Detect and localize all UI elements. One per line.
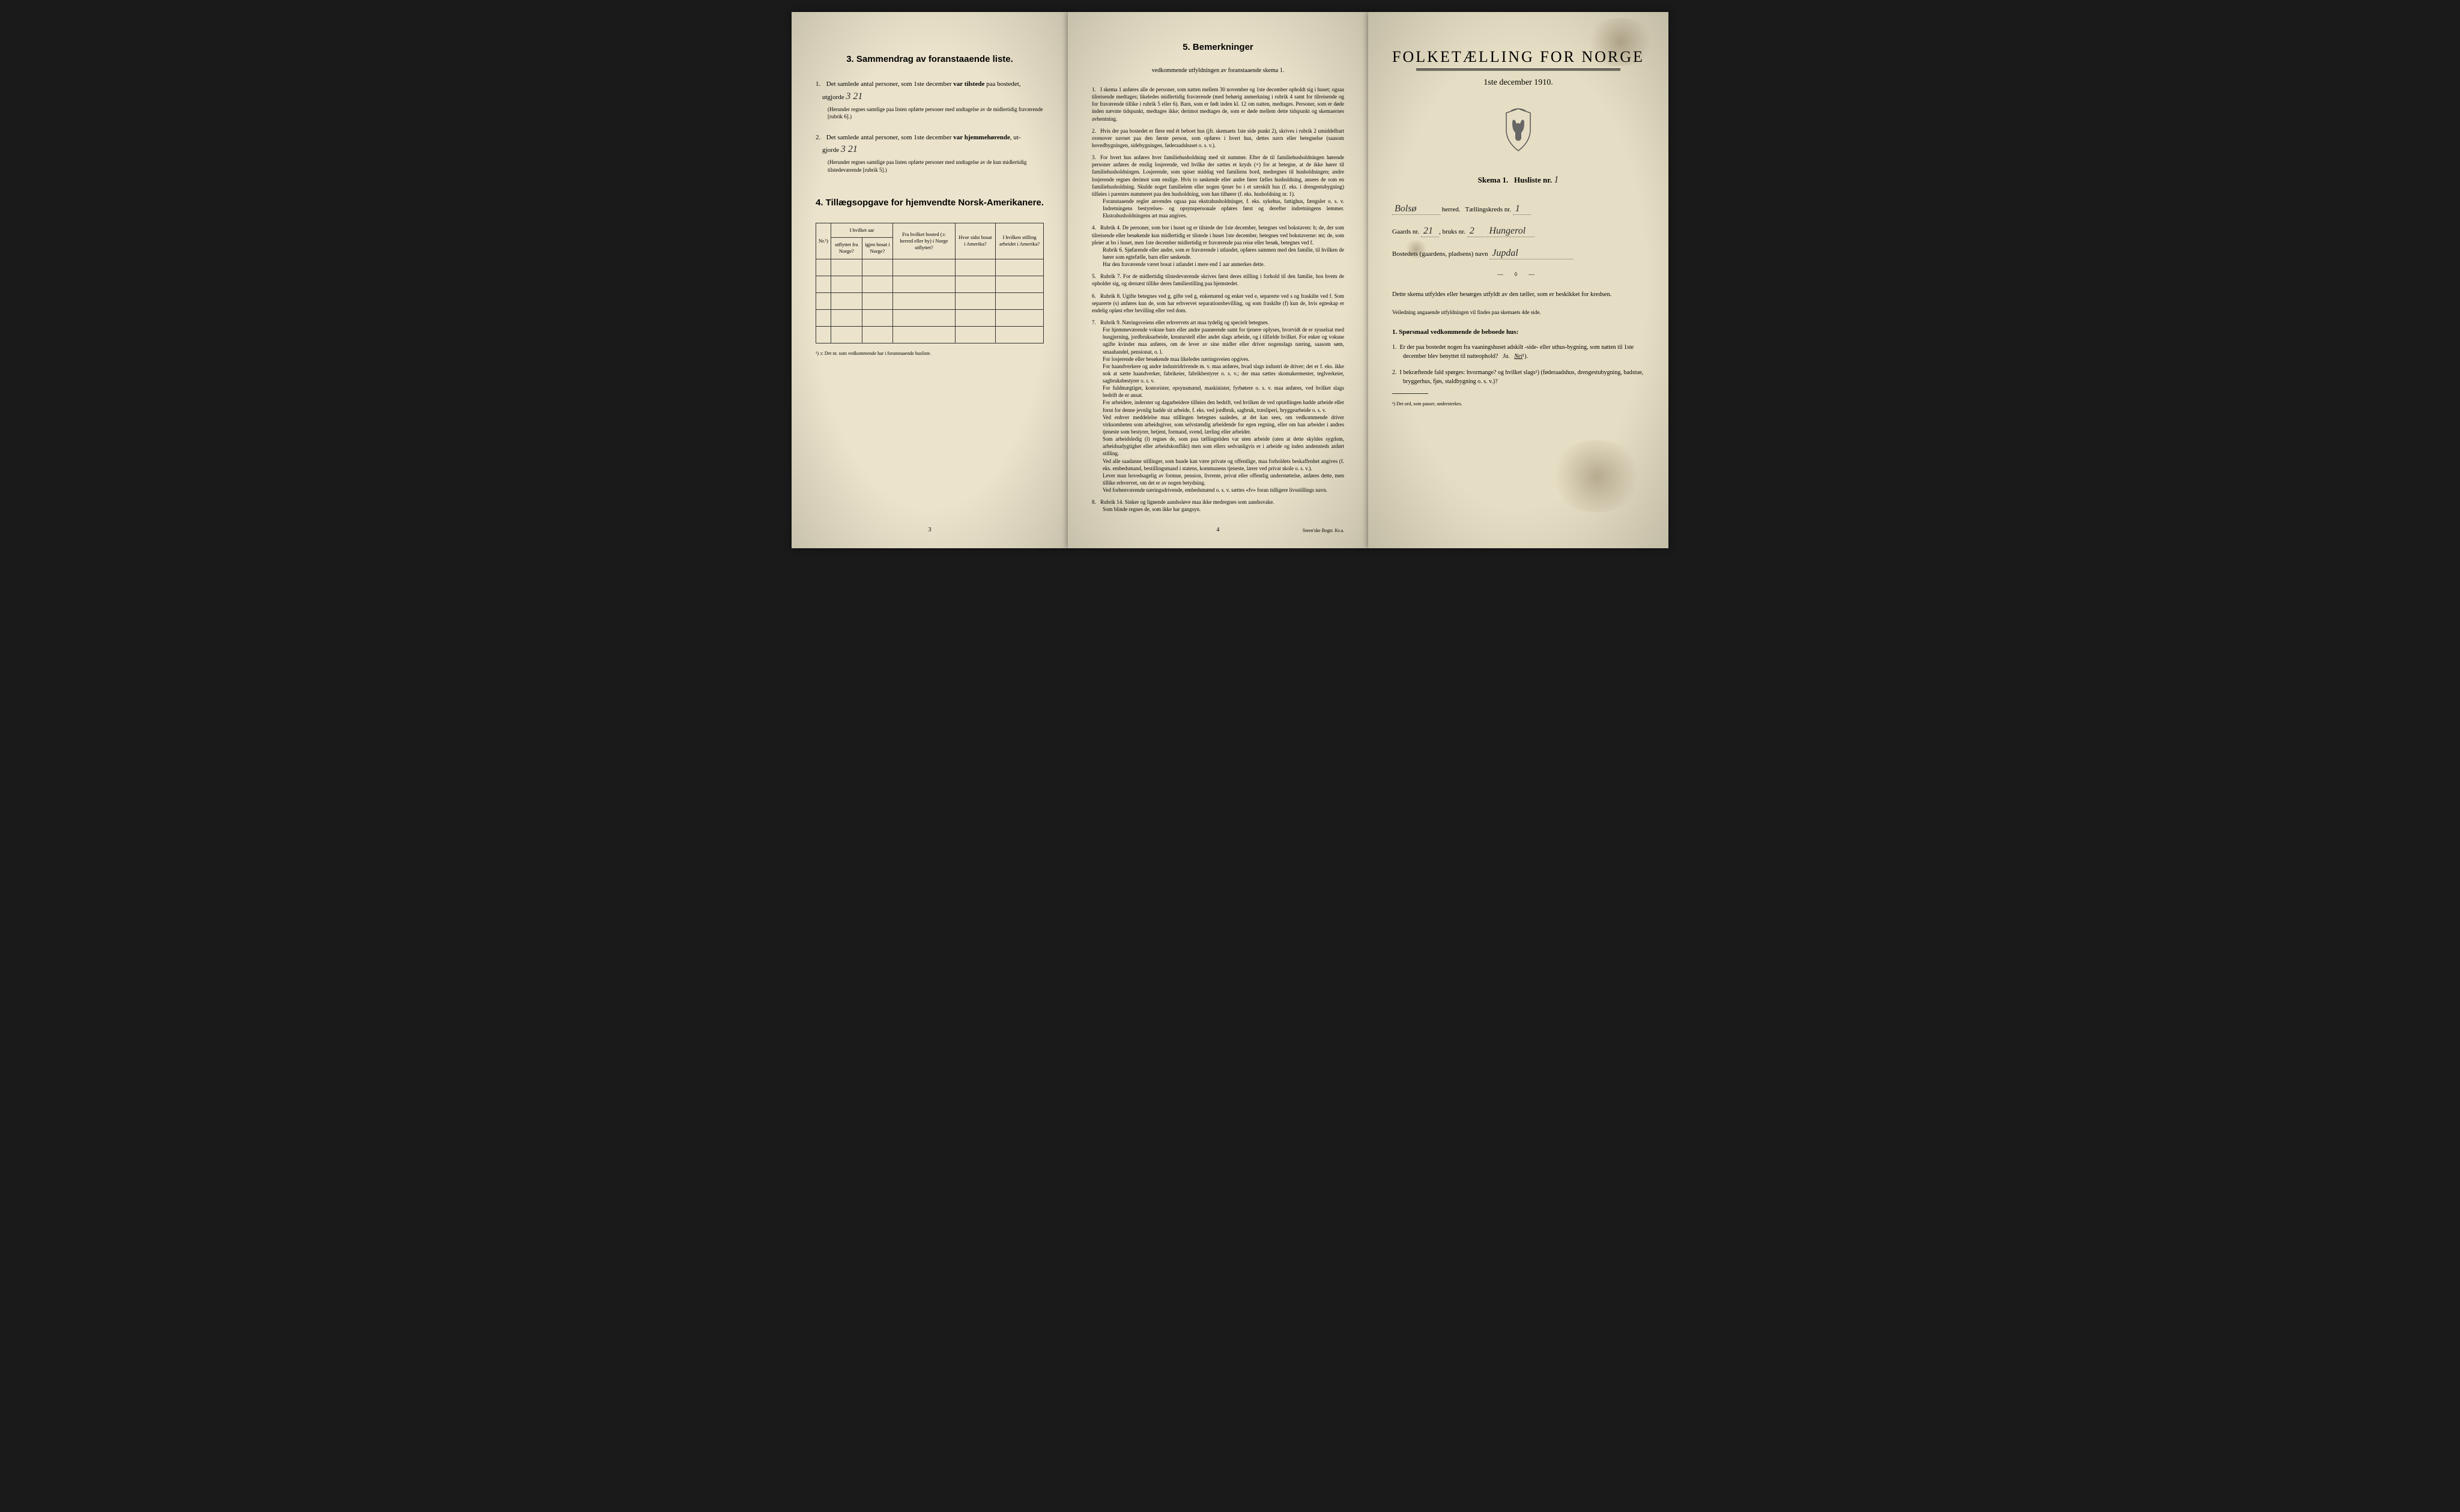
section-4-title: 4. Tillægsopgave for hjemvendte Norsk-Am… (816, 198, 1044, 208)
divider: — ◊ — (1392, 271, 1644, 278)
instruction-1: Dette skema utfyldes eller besørges utfy… (1392, 290, 1644, 300)
table-row (816, 276, 1044, 292)
question-heading: 1. Spørsmaal vedkommende de beboede hus: (1392, 328, 1644, 336)
cover-footnote: ¹) Det ord, som passer, understrekes. (1392, 401, 1644, 407)
instruction-2: Veiledning angaaende utfyldningen vil fi… (1392, 309, 1644, 317)
table-body (816, 259, 1044, 343)
schema-line: Skema 1. Husliste nr. 1 (1392, 175, 1644, 186)
herred-field: Bolsø herred. Tællingskreds nr. 1 (1392, 204, 1644, 215)
summary-item-2: 2. Det samlede antal personer, som 1ste … (816, 133, 1044, 174)
printer-mark: Steen'ske Bogtr. Kr.a. (1303, 528, 1344, 533)
question-2: 2. I bekræftende fald spørges: hvormange… (1403, 368, 1644, 386)
coat-of-arms-icon (1392, 106, 1644, 157)
gaards-field: Gaards nr. 21, bruks nr. 2 Hungerol (1392, 226, 1644, 237)
section-3-title: 3. Sammendrag av foranstaaende liste. (816, 54, 1044, 64)
title-rule (1416, 68, 1620, 71)
page-4: 5. Bemerkninger vedkommende utfyldningen… (1068, 12, 1368, 548)
table-row (816, 292, 1044, 309)
section-5-subtitle: vedkommende utfyldningen av foranstaaend… (1092, 67, 1344, 74)
table-footnote: ¹) ɔ: Det nr. som vedkommende har i fora… (816, 351, 1044, 356)
question-1: 1. Er der paa bostedet nogen fra vaaning… (1403, 343, 1644, 361)
count-present: 3 21 (846, 91, 862, 101)
bosted-field: Bostedets (gaardens, pladsens) navn Jupd… (1392, 248, 1644, 259)
section-5-title: 5. Bemerkninger (1092, 42, 1344, 52)
norwegian-american-table: Nr.¹) I hvilket aar Fra hvilket bosted (… (816, 223, 1044, 343)
table-row (816, 326, 1044, 343)
page-cover: FOLKETÆLLING FOR NORGE 1ste december 191… (1368, 12, 1668, 548)
footnote-rule (1392, 393, 1428, 394)
census-document: 3. Sammendrag av foranstaaende liste. 1.… (792, 12, 1668, 548)
document-title: FOLKETÆLLING FOR NORGE (1392, 48, 1644, 66)
table-row (816, 259, 1044, 276)
table-row (816, 309, 1044, 326)
husliste-number: 1 (1554, 175, 1559, 185)
answer-nei: Nei (1514, 353, 1522, 360)
page-number: 3 (792, 527, 1068, 533)
count-resident: 3 21 (841, 144, 858, 154)
summary-item-1: 1. Det samlede antal personer, som 1ste … (816, 79, 1044, 121)
census-date: 1ste december 1910. (1392, 78, 1644, 88)
page-3: 3. Sammendrag av foranstaaende liste. 1.… (792, 12, 1068, 548)
remarks-list: 1.I skema 1 anføres alle de personer, so… (1092, 86, 1344, 513)
